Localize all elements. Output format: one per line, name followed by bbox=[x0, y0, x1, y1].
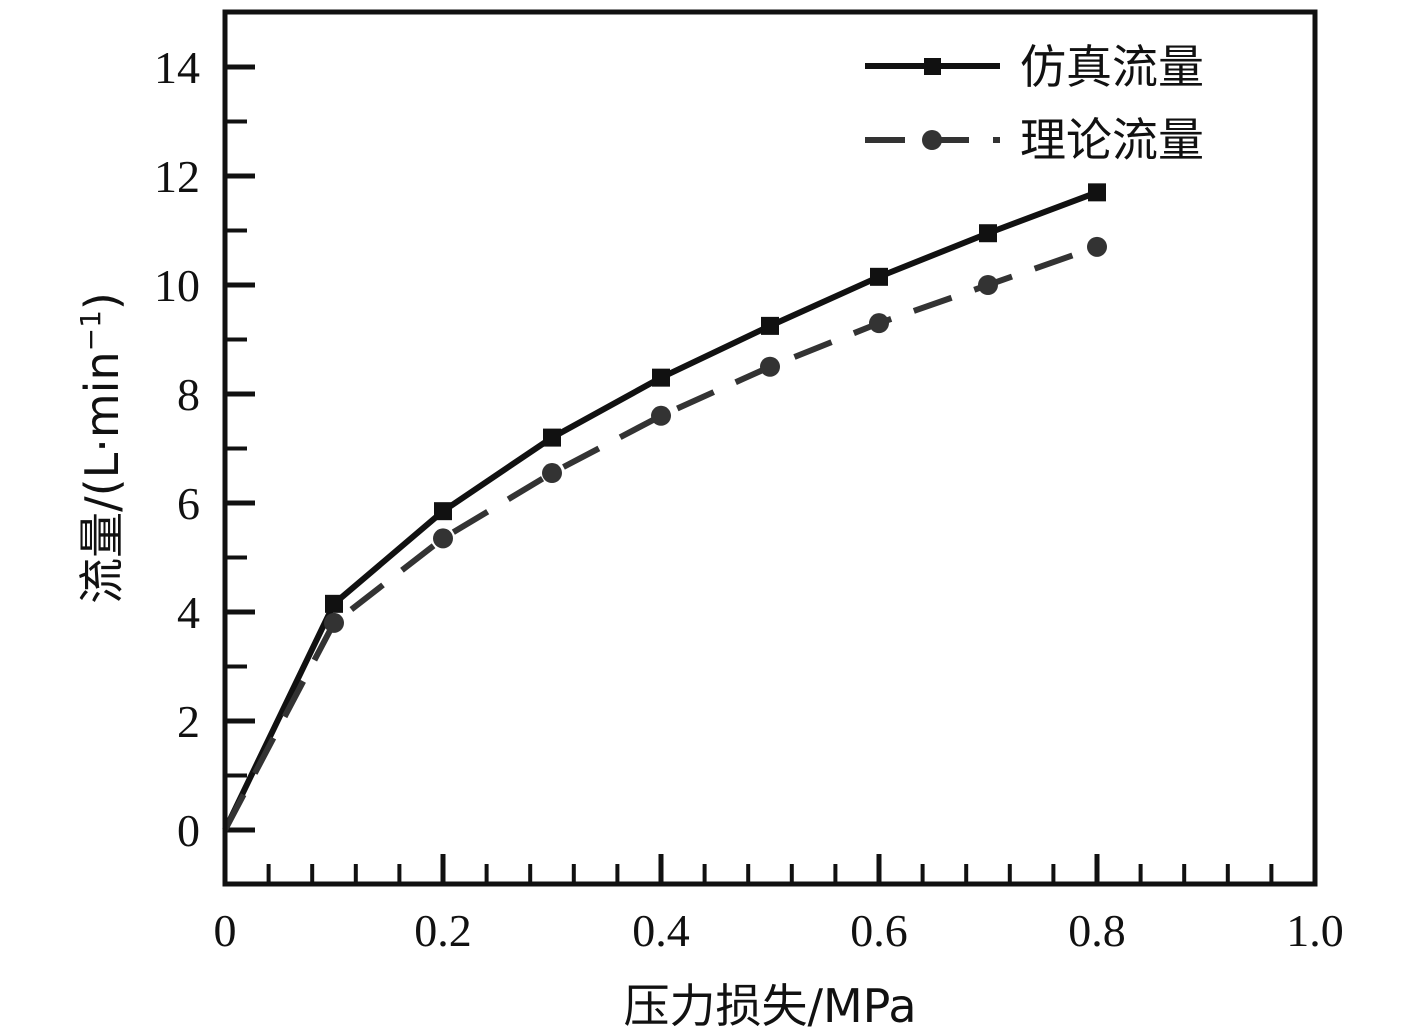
x-tick-label: 1.0 bbox=[1286, 905, 1344, 956]
data-point-square bbox=[543, 428, 561, 447]
x-tick-label: 0.6 bbox=[850, 905, 908, 956]
data-point-square bbox=[979, 224, 997, 243]
y-tick-label: 8 bbox=[177, 369, 200, 420]
legend: 仿真流量 理论流量 bbox=[865, 40, 1204, 167]
tick-labels: 0 0.2 0.4 0.6 0.8 1.0 0 2 4 6 8 10 12 14 bbox=[154, 42, 1344, 956]
data-point-circle bbox=[651, 405, 671, 426]
y-axis-title: 流量/(L·min−1) bbox=[74, 292, 129, 604]
data-point-square bbox=[761, 316, 779, 335]
y-tick-label: 2 bbox=[177, 696, 200, 747]
x-axis-title: 压力损失/MPa bbox=[623, 979, 916, 1033]
y-axis-title-sup: −1 bbox=[74, 310, 107, 351]
y-tick-label: 12 bbox=[154, 151, 200, 202]
legend-marker-theoretical bbox=[922, 130, 942, 150]
y-tick-label: 0 bbox=[177, 805, 200, 856]
series-line-1 bbox=[222, 244, 1098, 832]
axis-ticks bbox=[222, 64, 1318, 884]
legend-item-simulated: 仿真流量 bbox=[865, 40, 1204, 94]
y-tick-label: 6 bbox=[177, 478, 200, 529]
data-point-circle bbox=[433, 528, 453, 549]
x-tick-label: 0.4 bbox=[632, 905, 690, 956]
legend-marker-simulated bbox=[924, 58, 941, 75]
plot-frame bbox=[222, 9, 1318, 887]
y-tick-label: 10 bbox=[154, 260, 200, 311]
y-axis-title-close: ) bbox=[75, 292, 129, 310]
data-point-circle bbox=[760, 356, 780, 377]
data-point-circle bbox=[542, 463, 562, 484]
data-point-square bbox=[1088, 183, 1106, 202]
data-point-circle bbox=[1087, 236, 1107, 257]
data-point-square bbox=[870, 267, 888, 286]
y-axis-title-main: 流量/(L·min bbox=[75, 351, 129, 603]
data-point-square bbox=[652, 368, 670, 387]
legend-label-simulated: 仿真流量 bbox=[1020, 40, 1204, 94]
series-line-0 bbox=[222, 189, 1099, 832]
x-tick-label: 0.2 bbox=[414, 905, 472, 956]
data-point-square bbox=[434, 502, 452, 521]
data-point-circle bbox=[324, 612, 344, 633]
legend-label-theoretical: 理论流量 bbox=[1020, 113, 1204, 167]
x-tick-label: 0 bbox=[214, 905, 237, 956]
legend-item-theoretical: 理论流量 bbox=[865, 113, 1204, 167]
x-tick-label: 0.8 bbox=[1068, 905, 1126, 956]
series-layer bbox=[222, 183, 1107, 832]
data-point-circle bbox=[978, 275, 998, 295]
data-point-square bbox=[325, 594, 343, 613]
data-point-circle bbox=[869, 313, 889, 334]
y-tick-label: 14 bbox=[154, 42, 200, 93]
y-tick-label: 4 bbox=[177, 587, 200, 638]
